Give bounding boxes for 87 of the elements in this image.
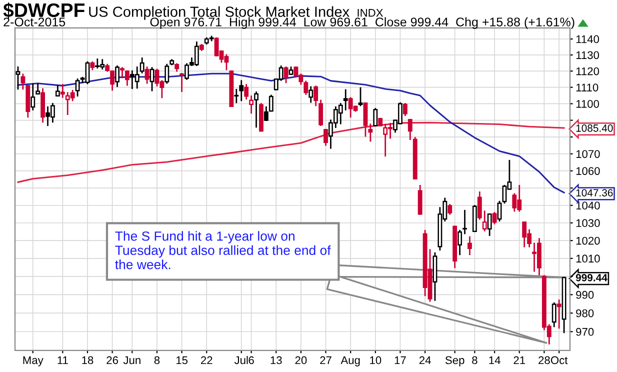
text: INDX bbox=[358, 8, 384, 17]
y-tick-label: 1010 bbox=[576, 254, 600, 263]
x-tick-label: 27 bbox=[320, 356, 332, 364]
candlestick bbox=[244, 84, 249, 100]
candlestick bbox=[150, 67, 154, 92]
candlestick bbox=[318, 100, 324, 126]
candlestick bbox=[418, 184, 422, 215]
candlestick bbox=[408, 118, 412, 140]
candlestick bbox=[180, 72, 184, 92]
candlestick bbox=[30, 83, 36, 110]
x-tick-label: 8 bbox=[472, 356, 478, 364]
y-tick-label: 1100 bbox=[576, 100, 600, 108]
candlestick bbox=[368, 124, 373, 142]
candlestick bbox=[140, 57, 144, 74]
candlestick bbox=[324, 128, 328, 146]
x-tick-label: 6 bbox=[248, 356, 254, 364]
candlestick bbox=[268, 94, 274, 112]
candlestick bbox=[402, 103, 408, 116]
y-tick-label: 1047.36 bbox=[576, 189, 613, 196]
x-tick-label: 26 bbox=[106, 356, 118, 364]
annotation: The S Fund hit a 1-year low on Tuesday but also rallied at the end of the week. bbox=[115, 231, 331, 270]
y-tick-label: 1085.40 bbox=[576, 124, 613, 132]
x-tick-label: 14 bbox=[489, 356, 500, 364]
y-tick-label: 980 bbox=[576, 309, 594, 318]
candlestick bbox=[497, 200, 502, 222]
text: 2-Oct-2015 bbox=[4, 18, 66, 26]
y-tick-label: 999.44 bbox=[576, 274, 608, 282]
candlestick bbox=[556, 299, 562, 329]
y-tick-label: 1040 bbox=[576, 202, 600, 210]
x-tick-label: 24 bbox=[419, 356, 431, 364]
y-tick-label: 970 bbox=[576, 328, 594, 336]
candlestick bbox=[308, 86, 314, 103]
chart-title: $DWCPF bbox=[3, 2, 84, 18]
x-tick-label: 10 bbox=[370, 356, 382, 364]
y-tick-label: 1120 bbox=[576, 67, 600, 76]
candlestick bbox=[363, 102, 368, 137]
candlestick bbox=[264, 106, 268, 121]
x-tick-label: Oct bbox=[550, 356, 568, 364]
candlestick bbox=[468, 236, 472, 256]
candlestick bbox=[462, 210, 467, 234]
x-tick-label: 8 bbox=[154, 356, 160, 364]
candlestick bbox=[124, 70, 130, 86]
y-tick-label: 1070 bbox=[576, 150, 600, 158]
x-tick-label: 18 bbox=[82, 356, 94, 364]
candlestick bbox=[373, 108, 378, 126]
x-tick-label: Jun bbox=[123, 356, 140, 364]
candlestick bbox=[343, 89, 348, 110]
y-tick-label: 1130 bbox=[576, 51, 600, 60]
candlestick bbox=[120, 67, 124, 78]
candlestick bbox=[552, 302, 556, 328]
y-tick-label: 990 bbox=[576, 290, 594, 299]
candlestick bbox=[239, 80, 244, 102]
x-tick-label: 28 bbox=[538, 356, 550, 364]
x-tick-label: 21 bbox=[514, 356, 526, 364]
candlestick bbox=[60, 84, 65, 98]
candlestick bbox=[458, 230, 462, 256]
y-tick-label: 1020 bbox=[576, 236, 600, 245]
x-tick-label: 17 bbox=[394, 356, 406, 364]
candlestick bbox=[284, 66, 288, 84]
candlestick bbox=[164, 64, 170, 84]
x-tick-label: 22 bbox=[201, 356, 212, 364]
candlestick bbox=[115, 66, 120, 88]
candlestick bbox=[314, 86, 318, 106]
candlestick bbox=[55, 84, 60, 97]
candlestick bbox=[477, 191, 482, 220]
candlestick bbox=[304, 80, 308, 95]
y-tick-label: 1140 bbox=[576, 35, 600, 44]
x-tick-label: Sep bbox=[445, 356, 464, 366]
candlestick bbox=[492, 212, 497, 224]
x-tick-label: Aug bbox=[340, 356, 360, 366]
y-tick-label: 1060 bbox=[576, 167, 600, 175]
x-tick-label: May bbox=[23, 356, 44, 366]
y-tick-label: 1110 bbox=[576, 84, 598, 92]
candlestick bbox=[358, 87, 363, 106]
candlestick bbox=[144, 66, 150, 84]
y-tick-label: 1030 bbox=[576, 219, 600, 228]
candlestick bbox=[234, 88, 239, 104]
x-tick-label: Jul bbox=[234, 356, 248, 364]
x-tick-label: 11 bbox=[58, 356, 68, 364]
x-tick-label: 15 bbox=[176, 356, 188, 364]
x-tick-label: 13 bbox=[270, 356, 282, 364]
candlestick bbox=[20, 74, 26, 90]
candlestick bbox=[36, 83, 40, 95]
x-tick-label: 20 bbox=[295, 356, 307, 364]
candlestick bbox=[16, 66, 20, 90]
candlestick bbox=[448, 204, 452, 215]
candlestick bbox=[75, 78, 80, 97]
